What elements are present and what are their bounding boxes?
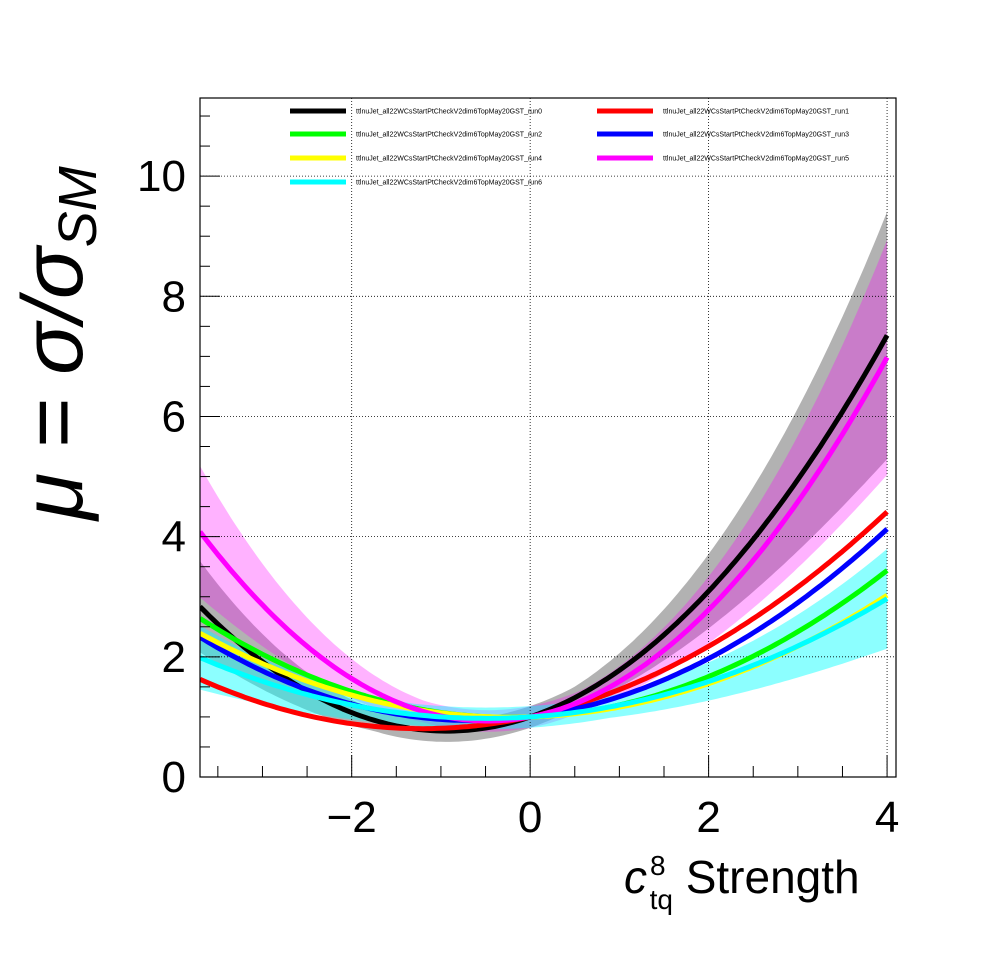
grid-layer	[200, 98, 896, 777]
y-tick-label: 6	[162, 392, 186, 441]
legend-label-5: ttlnuJet_all22WCsStartPtCheckV2dim6TopMa…	[663, 156, 849, 163]
y-axis-title: μ = σ/σSM	[5, 166, 108, 522]
lines-layer	[200, 334, 890, 734]
legend: ttlnuJet_all22WCsStartPtCheckV2dim6TopMa…	[290, 108, 849, 187]
uncertainty-band-5	[200, 239, 888, 732]
y-tick-label: 10	[137, 152, 186, 201]
series-line-6	[200, 596, 889, 721]
y-tick-label: 4	[162, 513, 186, 562]
y-tick-label: 0	[162, 753, 186, 802]
legend-label-3: ttlnuJet_all22WCsStartPtCheckV2dim6TopMa…	[663, 132, 849, 139]
bands-layer	[200, 211, 888, 742]
legend-label-1: ttlnuJet_all22WCsStartPtCheckV2dim6TopMa…	[663, 109, 849, 116]
uncertainty-band-0	[200, 211, 888, 742]
plot-frame	[199, 97, 897, 778]
legend-label-0: ttlnuJet_all22WCsStartPtCheckV2dim6TopMa…	[356, 109, 542, 116]
legend-label-2: ttlnuJet_all22WCsStartPtCheckV2dim6TopMa…	[356, 132, 542, 139]
x-tick-label: 2	[696, 793, 720, 842]
x-tick-label: 0	[518, 793, 542, 842]
legend-label-6: ttlnuJet_all22WCsStartPtCheckV2dim6TopMa…	[356, 180, 542, 187]
uncertainty-band-6	[200, 548, 888, 730]
x-axis-title: c 8 tq Strength	[624, 850, 860, 915]
x-tick-label: −2	[327, 793, 377, 842]
legend-label-4: ttlnuJet_all22WCsStartPtCheckV2dim6TopMa…	[356, 156, 542, 163]
x-tick-label: 4	[875, 793, 899, 842]
ticks-layer: −2 0 2 4 0 2 4 6 8 10	[137, 115, 899, 842]
y-tick-label: 8	[162, 272, 186, 321]
y-tick-label: 2	[162, 633, 186, 682]
